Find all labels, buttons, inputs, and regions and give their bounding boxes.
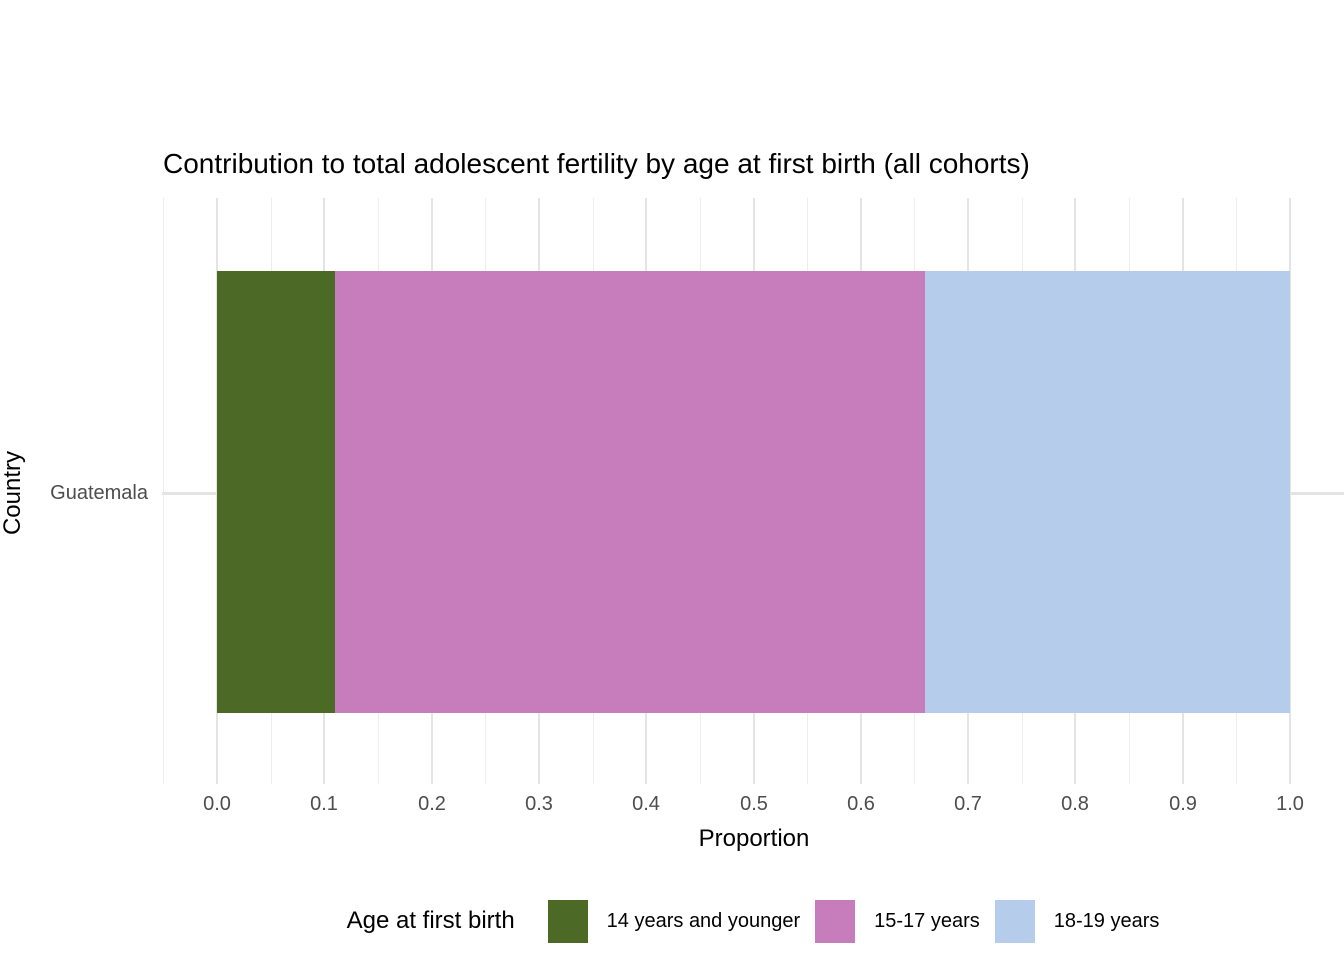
y-tick-label-guatemala: Guatemala — [50, 482, 148, 504]
x-tick-label: 0.8 — [1061, 793, 1089, 815]
x-tick-label: 1.0 — [1276, 793, 1304, 815]
legend-entry: 18-19 years — [994, 899, 1160, 943]
plot-panel — [162, 198, 1344, 784]
x-tick-label: 0.6 — [847, 793, 875, 815]
chart-title: Contribution to total adolescent fertili… — [163, 148, 1030, 179]
x-axis-title: Proportion — [698, 825, 810, 852]
gridline-major — [1289, 198, 1291, 784]
x-tick-label: 0.9 — [1169, 793, 1197, 815]
legend-label: 14 years and younger — [606, 909, 801, 932]
bar-segment-15-17-years — [335, 271, 925, 713]
x-tick-label: 0.1 — [310, 793, 338, 815]
x-tick-label: 0.7 — [954, 793, 982, 815]
legend-label: 18-19 years — [1053, 909, 1160, 932]
bar-guatemala — [217, 271, 1290, 713]
legend-swatch-icon — [994, 899, 1035, 943]
legend: Age at first birth 14 years and younger 1… — [162, 898, 1344, 944]
legend-title: Age at first birth — [346, 907, 515, 934]
bar-segment-18-19-years — [925, 271, 1290, 713]
legend-label: 15-17 years — [874, 909, 980, 932]
legend-entry: 15-17 years — [815, 899, 980, 943]
x-tick-label: 0.5 — [740, 793, 768, 815]
bar-segment-14-years-and-younger — [217, 271, 335, 713]
x-tick-label: 0.0 — [203, 793, 231, 815]
y-axis-title: Country — [0, 450, 26, 536]
legend-swatch-icon — [815, 899, 856, 943]
legend-swatch-icon — [547, 899, 588, 943]
x-tick-label: 0.3 — [525, 793, 553, 815]
gridline-minor — [163, 198, 164, 784]
legend-entry: 14 years and younger — [547, 899, 801, 943]
x-tick-label: 0.4 — [632, 793, 660, 815]
x-tick-label: 0.2 — [418, 793, 446, 815]
